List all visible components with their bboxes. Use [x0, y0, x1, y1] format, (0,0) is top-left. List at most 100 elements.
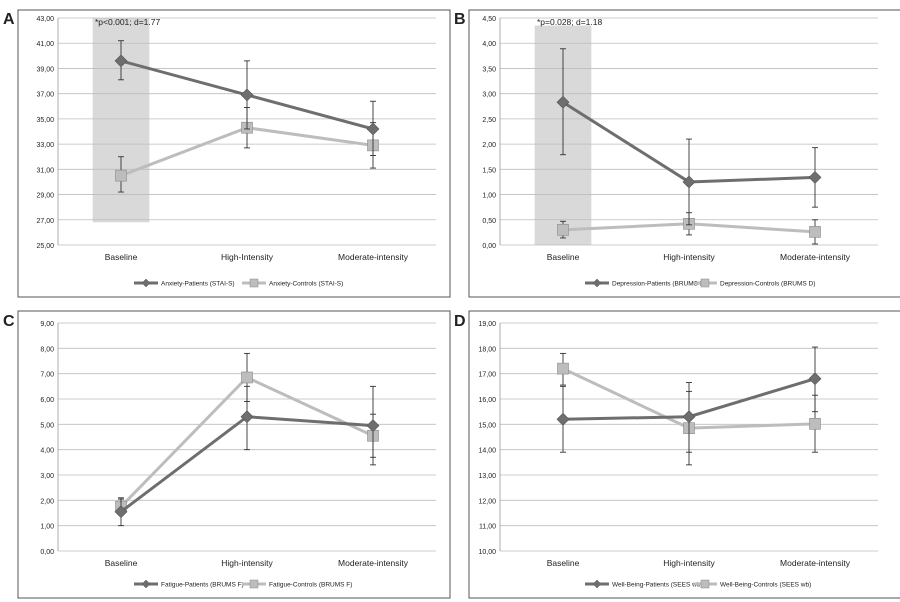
x-category-label: High-intensity: [663, 558, 715, 568]
legend-marker-square: [700, 278, 710, 288]
data-point-square: [241, 371, 253, 384]
data-point-diamond: [366, 122, 380, 136]
y-tick-label: 31,00: [36, 167, 54, 174]
y-tick-label: 8,00: [40, 346, 54, 353]
y-tick-label: 10,00: [478, 549, 496, 556]
y-tick-label: 18,00: [478, 346, 496, 353]
x-category-label: Baseline: [547, 252, 580, 262]
y-tick-label: 33,00: [36, 142, 54, 149]
data-point-diamond: [240, 410, 254, 424]
data-point-diamond: [556, 95, 570, 109]
legend-label: Well-Being-Controls (SEES wb): [720, 582, 811, 589]
panel-frame: [17, 9, 451, 298]
legend-label: Anxiety-Controls (STAI-S): [269, 281, 343, 288]
y-tick-label: 0,00: [40, 549, 54, 556]
legend-label: Depression-Controls (BRUMS D): [720, 281, 815, 288]
data-point-diamond: [682, 175, 696, 189]
legend-marker-square: [249, 278, 259, 288]
y-tick-label: 1,00: [482, 193, 496, 200]
data-point-square: [557, 362, 569, 375]
y-tick-label: 29,00: [36, 193, 54, 200]
panel-letter: A: [3, 11, 15, 28]
data-point-diamond: [366, 419, 380, 433]
x-category-label: High-Intensity: [221, 252, 274, 262]
y-tick-label: 4,50: [482, 16, 496, 23]
y-tick-label: 3,50: [482, 66, 496, 73]
y-tick-label: 25,00: [36, 243, 54, 250]
y-tick-label: 14,00: [478, 448, 496, 455]
y-tick-label: 1,00: [40, 524, 54, 531]
data-point-diamond: [682, 410, 696, 424]
legend-label: Anxiety-Patients (STAI-S): [161, 281, 235, 288]
legend-marker-square: [249, 579, 259, 589]
y-tick-label: 43,00: [36, 16, 54, 23]
x-category-label: High-intensity: [663, 252, 715, 262]
series-patients: [114, 40, 380, 156]
y-tick-label: 37,00: [36, 92, 54, 99]
legend-entry-patients: Anxiety-Patients (STAI-S): [134, 278, 235, 288]
y-tick-label: 16,00: [478, 397, 496, 404]
panel-letter: C: [3, 313, 15, 330]
y-tick-label: 1,50: [482, 167, 496, 174]
y-tick-label: 19,00: [478, 321, 496, 328]
data-point-square: [557, 224, 569, 236]
legend-entry-controls: Fatigue-Controls (BRUMS F): [242, 579, 352, 589]
x-category-label: High-intensity: [221, 558, 273, 568]
data-point-diamond: [808, 372, 822, 386]
y-tick-label: 0,50: [482, 218, 496, 225]
y-tick-label: 6,00: [40, 397, 54, 404]
y-tick-label: 41,00: [36, 41, 54, 48]
data-point-diamond: [114, 54, 128, 68]
legend-entry-controls: Well-Being-Controls (SEES wb): [693, 579, 811, 589]
y-tick-label: 13,00: [478, 473, 496, 480]
data-point-diamond: [114, 505, 128, 519]
y-tick-label: 2,00: [482, 142, 496, 149]
panel-letter: D: [454, 313, 466, 330]
legend-marker-diamond: [592, 579, 602, 589]
panel-a: A 25,00 27,00 29,00 31,00 33,00 35,00 37,00 39,0…: [3, 9, 451, 298]
series-patients: [114, 385, 380, 527]
y-tick-label: 0,00: [482, 243, 496, 250]
legend-label: Depression-Patients (BRUMS D): [612, 281, 707, 288]
legend-entry-controls: Anxiety-Controls (STAI-S): [242, 278, 343, 288]
y-tick-label: 27,00: [36, 218, 54, 225]
y-tick-label: 35,00: [36, 117, 54, 124]
panel-letter: B: [454, 11, 466, 28]
series-patients: [556, 48, 822, 226]
y-tick-label: 15,00: [478, 422, 496, 429]
x-category-label: Baseline: [105, 558, 138, 568]
x-category-label: Moderate-intensity: [780, 252, 851, 262]
x-category-label: Moderate-intensity: [780, 558, 851, 568]
x-category-label: Baseline: [547, 558, 580, 568]
x-category-label: Baseline: [105, 252, 138, 262]
legend-entry-controls: Depression-Controls (BRUMS D): [693, 278, 815, 288]
y-tick-label: 2,50: [482, 117, 496, 124]
legend-label: Fatigue-Controls (BRUMS F): [269, 582, 352, 589]
y-tick-label: 4,00: [482, 41, 496, 48]
y-tick-label: 3,00: [40, 473, 54, 480]
legend-marker-diamond: [592, 278, 602, 288]
legend-entry-patients: Fatigue-Patients (BRUMS F): [134, 579, 244, 589]
series-patients: [556, 346, 822, 453]
y-tick-label: 17,00: [478, 372, 496, 379]
y-tick-label: 11,00: [479, 524, 496, 531]
x-category-label: Moderate-intensity: [338, 558, 409, 568]
y-tick-label: 39,00: [36, 66, 54, 73]
y-tick-label: 2,00: [40, 498, 54, 505]
significance-annotation: *p<0.001; d=1.77: [95, 17, 161, 27]
y-tick-label: 9,00: [40, 321, 54, 328]
y-tick-label: 7,00: [40, 372, 54, 379]
data-point-diamond: [240, 88, 254, 102]
panel-b: B 0,00 0,50 1,00 1,50 2,00 2,50 3,00 3,50 4,00 4,5…: [454, 9, 900, 298]
data-point-square: [809, 418, 821, 430]
x-category-label: Moderate-intensity: [338, 252, 409, 262]
legend-marker-diamond: [141, 278, 151, 288]
panel-frame: [468, 310, 900, 599]
legend-marker-diamond: [141, 579, 151, 589]
significance-annotation: *p=0.028; d=1.18: [537, 17, 603, 27]
data-point-square: [115, 169, 127, 182]
y-tick-label: 4,00: [40, 448, 54, 455]
y-tick-label: 12,00: [478, 498, 496, 505]
legend-entry-patients: Depression-Patients (BRUMS D): [585, 278, 707, 288]
